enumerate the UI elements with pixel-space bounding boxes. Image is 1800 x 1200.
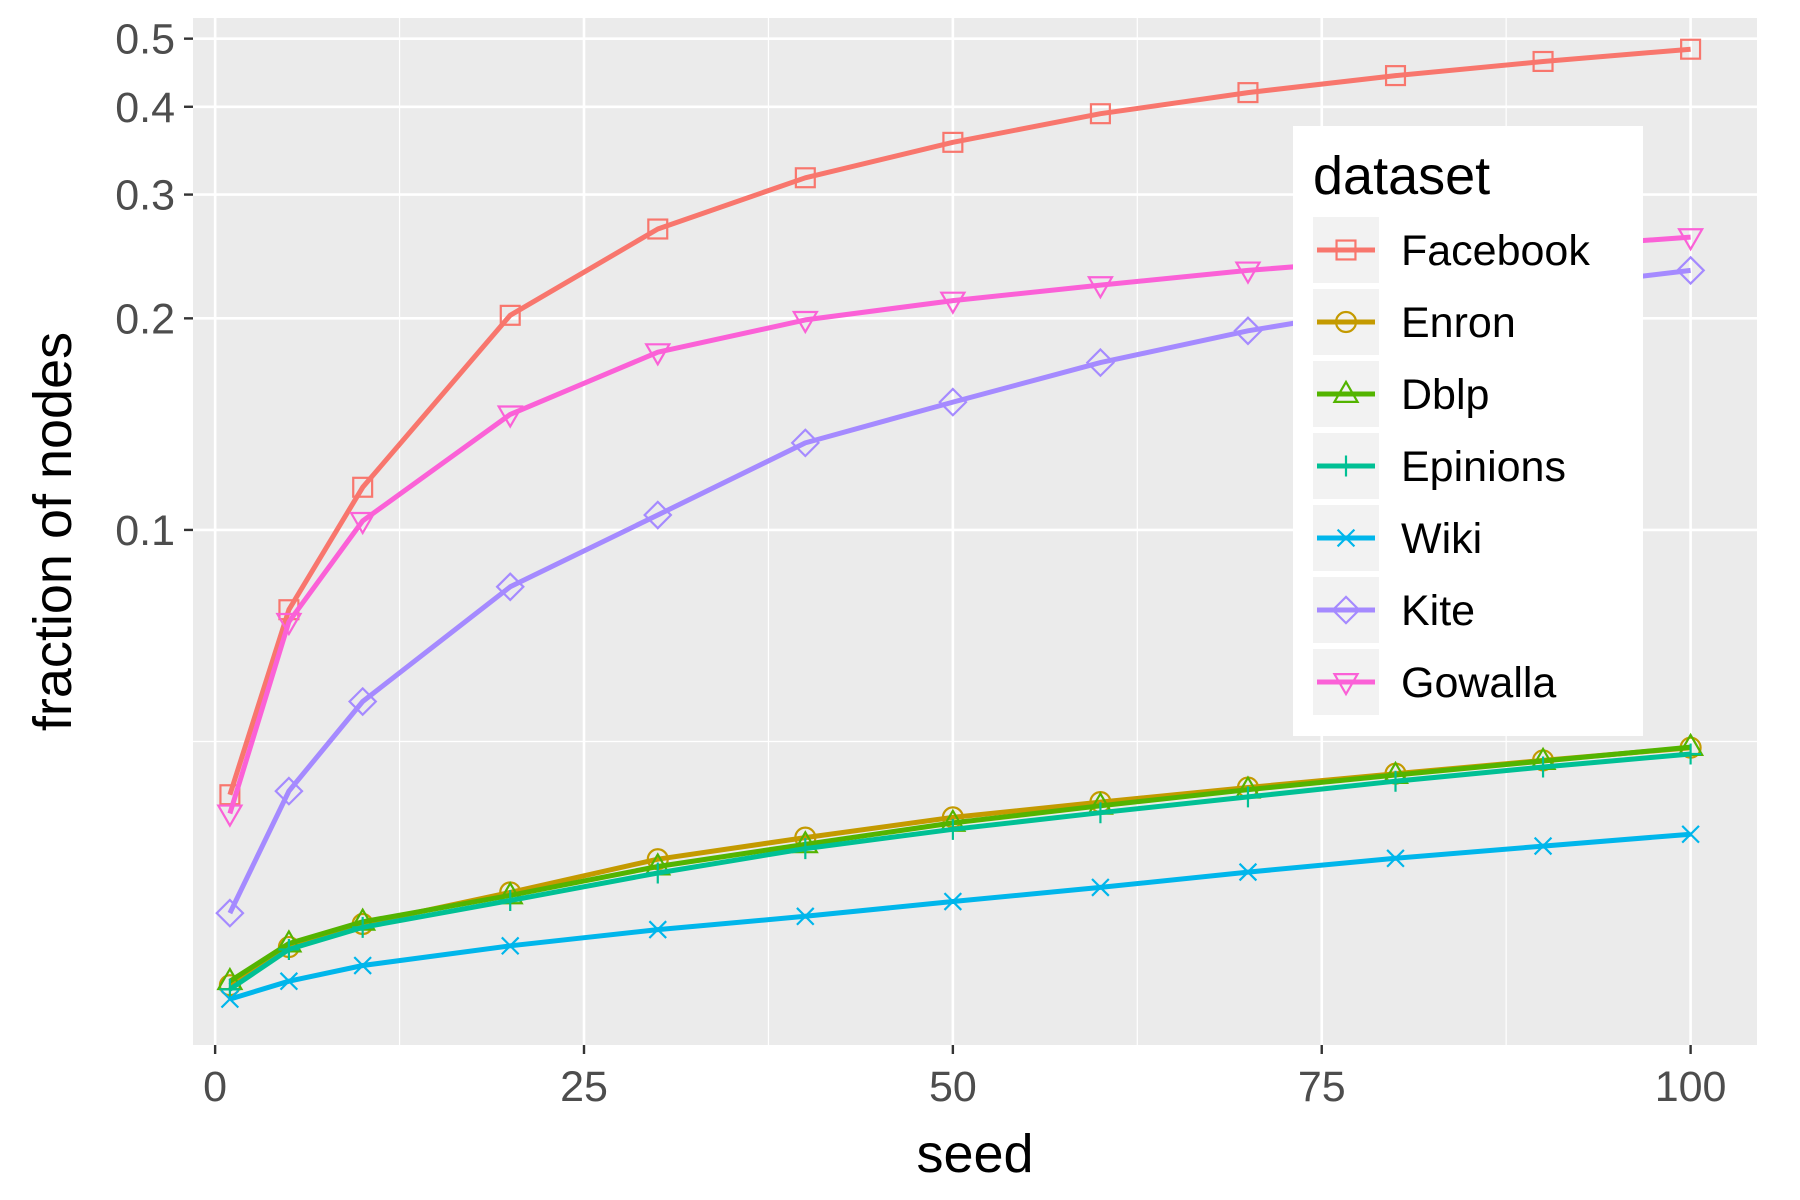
legend-marker-enron [1334, 310, 1358, 334]
y-tick-label: 0.4 [115, 84, 175, 132]
data-point-gowalla [216, 804, 244, 828]
data-point-epinions [1680, 743, 1702, 765]
x-tick-label: 100 [1655, 1063, 1727, 1111]
data-point-epinions [1237, 786, 1259, 808]
data-point-epinions [942, 818, 964, 840]
legend-marker-facebook [1335, 239, 1357, 261]
data-point-gowalla [791, 310, 819, 335]
data-point-kite [1233, 316, 1263, 346]
data-point-gowalla [496, 405, 524, 429]
legend-title: dataset [1313, 146, 1490, 206]
data-point-facebook [1384, 65, 1407, 87]
data-point-wiki [943, 892, 963, 911]
data-point-gowalla [1234, 261, 1262, 285]
data-point-facebook [647, 218, 669, 240]
legend-label-epinions: Epinions [1401, 443, 1566, 491]
data-point-wiki [279, 972, 299, 991]
data-point-wiki [353, 956, 372, 975]
x-tick-label: 0 [203, 1063, 227, 1111]
series-epinions [219, 743, 1702, 1000]
data-point-gowalla [644, 343, 672, 367]
data-point-epinions [219, 978, 241, 1000]
data-point-kite [938, 387, 968, 417]
x-axis-title: seed [916, 1124, 1033, 1184]
data-point-gowalla [1086, 276, 1114, 300]
data-point-kite [643, 500, 673, 530]
legend-label-facebook: Facebook [1401, 227, 1590, 275]
series-line-epinions [228, 751, 1691, 992]
data-point-wiki [220, 989, 240, 1009]
data-point-kite [1085, 347, 1116, 378]
data-point-gowalla [939, 291, 967, 315]
legend-label-dblp: Dblp [1401, 371, 1489, 419]
legend: dataset Facebook Enron Dblp Epinions Wiki Kite… [1293, 126, 1643, 736]
data-point-kite [495, 572, 525, 602]
data-point-kite [215, 898, 245, 928]
data-point-epinions [1532, 756, 1554, 778]
data-point-gowalla [275, 612, 303, 637]
series-line-dblp [228, 744, 1691, 984]
y-tick-label: 0.5 [115, 16, 175, 64]
legend-marker-dblp [1332, 379, 1360, 403]
series-line-wiki [229, 831, 1691, 1002]
data-point-wiki [1533, 836, 1553, 856]
legend-label-enron: Enron [1401, 299, 1516, 347]
legend-marker-gowalla [1332, 673, 1360, 697]
series-line-facebook [227, 46, 1691, 796]
data-point-epinions [278, 938, 300, 960]
data-point-wiki [1681, 825, 1700, 844]
data-point-facebook [499, 304, 521, 326]
y-tick-label: 0.3 [115, 172, 175, 220]
data-point-gowalla [1677, 228, 1705, 252]
data-point-epinions [647, 862, 669, 884]
data-point-epinions [794, 838, 816, 860]
legend-marker-epinions [1335, 455, 1357, 477]
x-tick-label: 50 [929, 1063, 977, 1111]
data-point-facebook [1237, 82, 1259, 104]
data-point-wiki [501, 936, 520, 956]
data-point-wiki [648, 920, 667, 939]
data-point-facebook [1680, 38, 1702, 60]
data-point-facebook [219, 784, 241, 806]
data-point-kite [347, 686, 378, 717]
data-point-gowalla [349, 511, 377, 536]
legend-label-wiki: Wiki [1401, 515, 1482, 563]
data-point-epinions [352, 916, 374, 938]
x-tick-label: 25 [560, 1063, 608, 1111]
legend-label-kite: Kite [1401, 587, 1475, 635]
data-point-epinions [1089, 802, 1111, 824]
y-axis-title: fraction of nodes [23, 332, 83, 731]
data-point-kite [1675, 255, 1706, 286]
data-point-facebook [1532, 50, 1554, 73]
data-point-wiki [1238, 862, 1258, 882]
legend-marker-wiki [1336, 528, 1356, 548]
y-tick-label: 0.2 [115, 295, 175, 343]
data-point-wiki [1386, 849, 1405, 868]
data-point-kite [274, 776, 304, 806]
data-point-facebook [1089, 103, 1111, 125]
x-tick-label: 75 [1298, 1063, 1346, 1111]
data-point-epinions [499, 890, 521, 912]
legend-marker-kite [1331, 595, 1361, 625]
legend-label-gowalla: Gowalla [1401, 659, 1556, 707]
data-point-kite [790, 428, 821, 458]
data-point-epinions [1385, 770, 1407, 792]
series-facebook [219, 38, 1702, 806]
data-point-facebook [794, 167, 816, 189]
data-point-wiki [1091, 878, 1110, 897]
data-point-wiki [796, 907, 815, 926]
y-tick-label: 0.1 [115, 507, 175, 555]
series-wiki [220, 825, 1700, 1009]
data-point-facebook [942, 131, 964, 153]
data-point-facebook [352, 476, 374, 498]
